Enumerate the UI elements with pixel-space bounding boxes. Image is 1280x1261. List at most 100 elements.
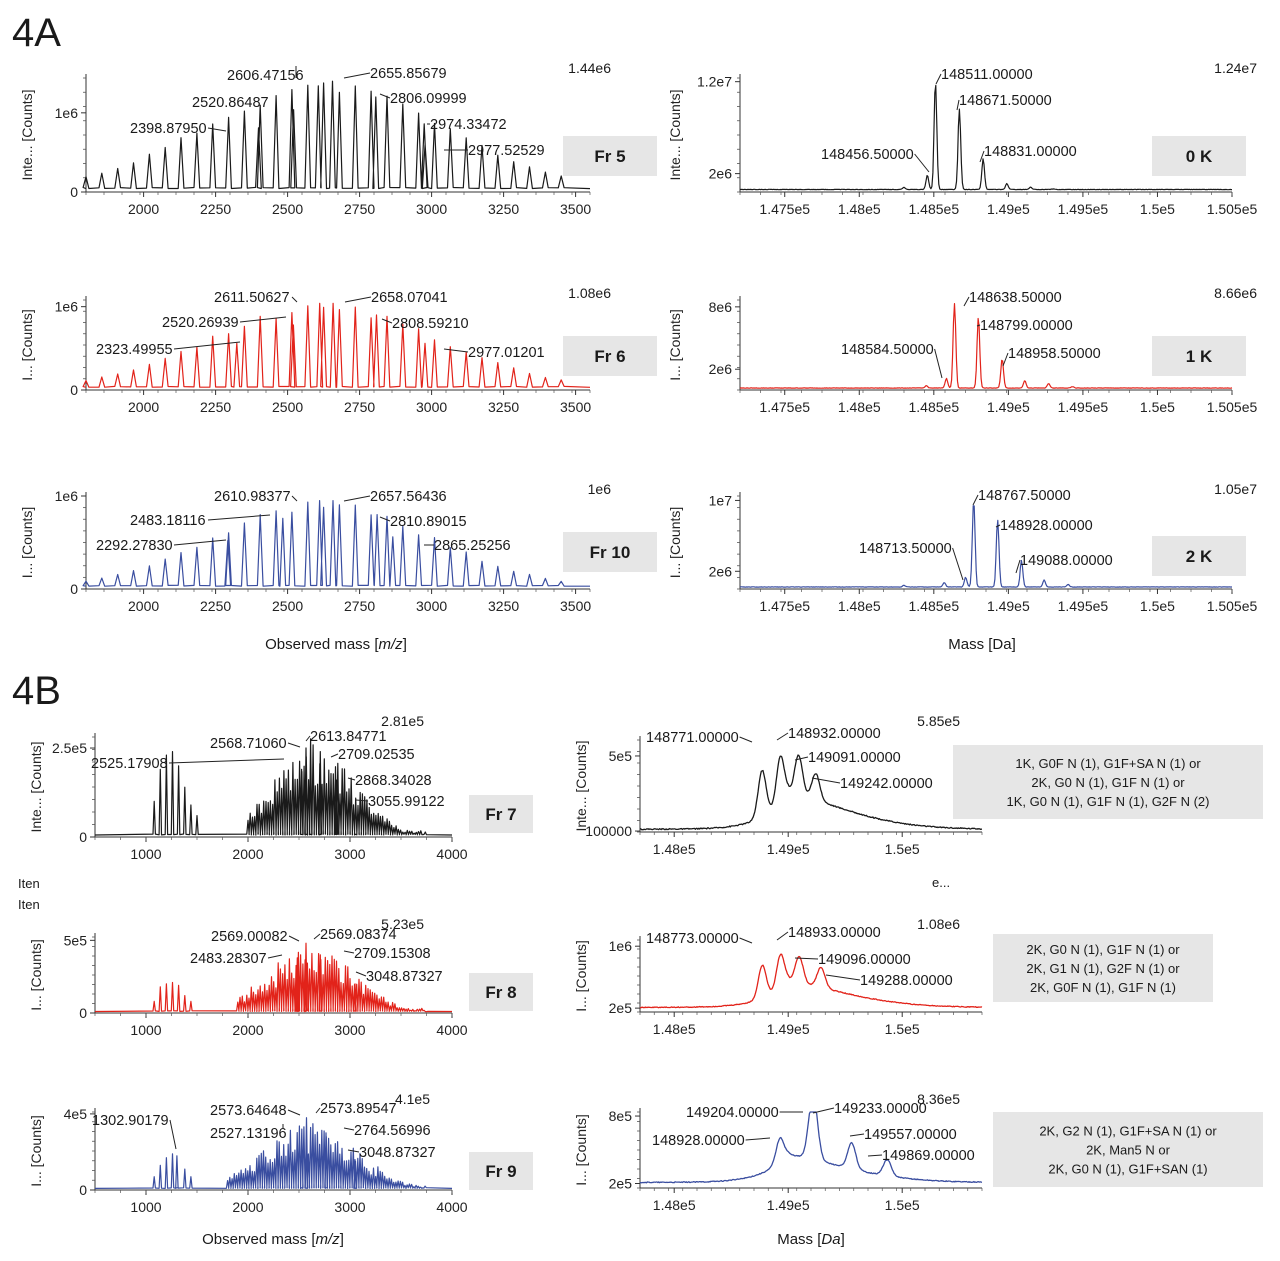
x-tick-label: 1000 xyxy=(130,1199,161,1215)
y-tick-label: 8e5 xyxy=(609,1108,633,1124)
peak-annotation: 148638.50000 xyxy=(969,290,1062,306)
y-tick-label: 100000 xyxy=(585,823,632,839)
x-tick-label: 4000 xyxy=(436,1022,467,1038)
y-axis-label: I... [Counts] xyxy=(19,309,35,381)
fraction-label: 0 K xyxy=(1186,147,1213,166)
peak-annotation: 149288.00000 xyxy=(860,973,953,989)
annotation-leader xyxy=(1002,352,1009,367)
peak-annotation: 149204.00000 xyxy=(686,1105,779,1121)
annotation-leader xyxy=(287,1109,301,1116)
annotation-leader xyxy=(825,974,861,981)
x-tick-label: 3000 xyxy=(416,201,447,217)
x-tick-label: 3250 xyxy=(488,399,519,415)
peak-annotation: 2977.52529 xyxy=(468,143,545,159)
x-title-mass-4b: Mass [Da] xyxy=(777,1231,845,1248)
stray-text-iten-1: Iten xyxy=(18,876,40,891)
fraction-label-box xyxy=(1152,136,1246,176)
peak-annotation: 148928.00000 xyxy=(652,1133,745,1149)
chart-A-fr10: 2000 2250 2500 2750 3000 3250 3500 0 1e6 I... [Co… xyxy=(19,481,657,614)
annotation-leader xyxy=(355,971,367,977)
spectrum-trace xyxy=(94,738,453,836)
y-tick-label: 5e5 xyxy=(609,748,633,764)
peak-annotation: 2709.02535 xyxy=(338,747,415,763)
annotation-leader xyxy=(305,735,311,742)
glycoform-annotation-line: 1K, G0 N (1), G1F N (1), G2F N (2) xyxy=(1007,794,1210,809)
peak-annotation: 148928.00000 xyxy=(1000,518,1093,534)
annotation-leader xyxy=(207,127,227,132)
charts-layer: 2000 2250 2500 2750 3000 3250 3500 0 1e6 Inte... … xyxy=(19,60,1263,1215)
annotation-leader xyxy=(343,495,371,502)
x-tick-label: 2750 xyxy=(344,201,375,217)
peak-annotation: 3048.87327 xyxy=(359,1145,436,1161)
max-intensity-label: 1.08e6 xyxy=(568,285,611,301)
x-tick-label: 1.48e5 xyxy=(838,598,881,614)
y-tick-label: 0 xyxy=(79,829,87,845)
peak-annotation: 148713.50000 xyxy=(859,541,952,557)
annotation-leader xyxy=(1015,559,1021,574)
annotation-leader xyxy=(956,99,960,111)
max-intensity-label: 4.1e5 xyxy=(395,1091,430,1107)
max-intensity-label: 5.85e5 xyxy=(917,713,960,729)
peak-annotation: 148933.00000 xyxy=(788,925,881,941)
y-axis-label: I... [Counts] xyxy=(573,1114,589,1186)
annotation-leader xyxy=(355,799,369,802)
x-title-mz-4a-prefix: Observed mass [ xyxy=(265,636,379,653)
peak-annotation: 148584.50000 xyxy=(841,342,934,358)
peak-annotation: 2658.07041 xyxy=(371,290,448,306)
spectrum-trace xyxy=(82,500,591,587)
peak-annotation: 148831.00000 xyxy=(984,144,1077,160)
x-title-mass-4b-suffix: ] xyxy=(841,1231,845,1248)
y-tick-label: 1e6 xyxy=(55,299,79,315)
chart-A-fr5: 2000 2250 2500 2750 3000 3250 3500 0 1e6 Inte... … xyxy=(19,60,657,217)
peak-annotation: 2709.15308 xyxy=(354,946,431,962)
max-intensity-label: 1.24e7 xyxy=(1214,60,1257,76)
annotation-leader xyxy=(995,524,1001,528)
y-tick-label: 2e6 xyxy=(709,166,733,182)
annotation-leader xyxy=(794,957,819,960)
peak-annotation: 2573.64648 xyxy=(210,1103,287,1119)
spectrum-trace xyxy=(639,953,983,1009)
annotation-leader xyxy=(347,777,356,781)
y-tick-label: 2e6 xyxy=(709,361,733,377)
spectrum-trace xyxy=(739,84,1232,191)
peak-annotation: 3048.87327 xyxy=(366,969,443,985)
peak-annotation: 149233.00000 xyxy=(834,1101,927,1117)
chart-B-mass9: 1.48e5 1.49e5 1.5e5 2e5 8e5 I... [Counts] 8.36… xyxy=(573,1091,1263,1213)
fraction-label-box xyxy=(563,136,657,176)
annotation-leader xyxy=(979,150,985,163)
peak-annotation: 2655.85679 xyxy=(370,66,447,82)
annotation-leader xyxy=(291,296,298,303)
peak-annotation: 3055.99122 xyxy=(368,794,445,810)
peak-annotation: 2810.89015 xyxy=(390,514,467,530)
y-tick-label: 0 xyxy=(79,1182,87,1198)
spectrum-trace xyxy=(639,754,983,831)
x-tick-label: 1.495e5 xyxy=(1058,201,1109,217)
x-title-mz-4b-italic: m/z xyxy=(316,1231,341,1248)
annotation-leader xyxy=(239,316,287,323)
fraction-label-box xyxy=(563,336,657,376)
y-tick-label: 0 xyxy=(70,581,78,597)
peak-annotation: 148771.00000 xyxy=(646,730,739,746)
x-title-mz-4a-italic: m/z xyxy=(379,636,404,653)
annotation-leader xyxy=(776,732,789,741)
chart-A-1k: 1.475e5 1.48e5 1.485e5 1.49e5 1.495e5 1.5e5 1.… xyxy=(667,285,1258,415)
x-tick-label: 1.485e5 xyxy=(909,399,960,415)
x-tick-label: 2250 xyxy=(200,598,231,614)
peak-annotation: 2569.08374 xyxy=(320,927,397,943)
fraction-label: 1 K xyxy=(1186,347,1213,366)
peak-annotation: 2808.59210 xyxy=(392,316,469,332)
annotation-leader xyxy=(849,1133,865,1137)
x-tick-label: 1.485e5 xyxy=(909,598,960,614)
stray-text-ellipsis: e... xyxy=(932,875,950,890)
peak-annotation: 2483.18116 xyxy=(130,513,206,529)
x-tick-label: 4000 xyxy=(436,1199,467,1215)
y-axis-label: I... [Counts] xyxy=(19,507,35,579)
x-tick-label: 1.5e5 xyxy=(1140,598,1175,614)
spectrum-trace xyxy=(82,302,591,388)
annotation-leader xyxy=(381,318,393,324)
x-tick-label: 3000 xyxy=(416,399,447,415)
peak-annotation: 149096.00000 xyxy=(818,952,911,968)
annotation-leader xyxy=(745,1137,771,1141)
x-tick-label: 2250 xyxy=(200,399,231,415)
